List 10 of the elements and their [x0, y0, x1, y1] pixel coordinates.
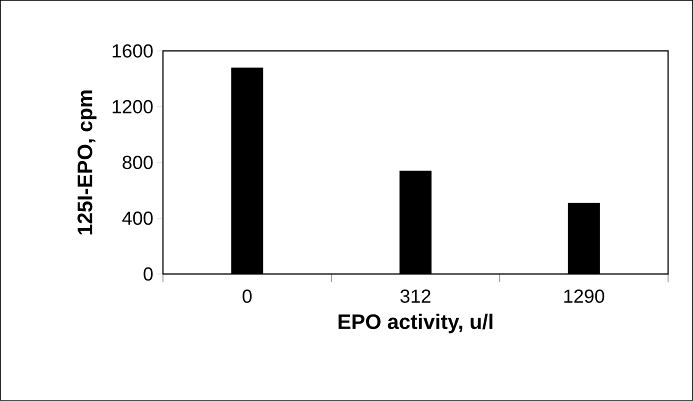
y-tick-label: 400 — [122, 212, 153, 225]
y-axis-title: 125I-EPO, cpm — [78, 90, 96, 234]
x-tick-label: 312 — [400, 290, 430, 303]
y-tick-label: 1600 — [112, 44, 153, 58]
y-tick-label: 1200 — [112, 100, 153, 114]
y-tick-label: 0 — [144, 267, 153, 281]
x-tick-label: 0 — [242, 290, 252, 303]
x-tick-label: 1290 — [564, 290, 604, 303]
y-tick-label: 800 — [122, 156, 153, 170]
x-axis-title: EPO activity, u/l — [338, 314, 492, 334]
